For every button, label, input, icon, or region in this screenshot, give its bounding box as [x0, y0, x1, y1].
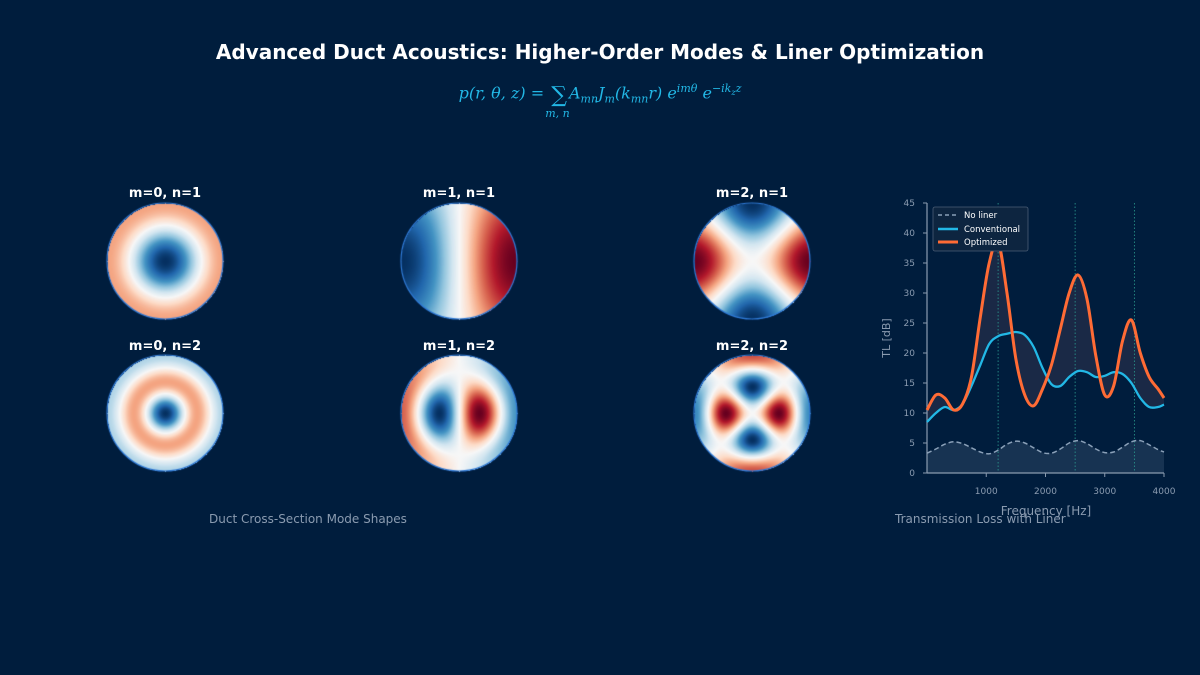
x-axis-label: Frequency [Hz]	[1001, 504, 1092, 518]
series-line-optimized	[925, 239, 1166, 412]
mode-shape-2-2	[692, 353, 812, 473]
y-tick-label-7: 35	[904, 259, 915, 269]
mode-label-1-1: m=1, n=1	[422, 186, 496, 201]
mode-label-1-2: m=1, n=2	[422, 339, 496, 354]
y-axis-label: TL [dB]	[880, 318, 893, 358]
y-tick-label-6: 30	[904, 289, 916, 299]
mode-label-0-2: m=0, n=2	[128, 339, 202, 354]
mode-label-2-2: m=2, n=2	[715, 339, 789, 354]
y-tick-label-3: 15	[904, 379, 915, 389]
mode-shape-1-2	[399, 353, 519, 473]
mode-label-2-1: m=2, n=1	[715, 186, 789, 201]
legend-conventional: Conventional	[964, 225, 1020, 235]
no-liner-area	[927, 440, 1164, 473]
modes-caption: Duct Cross-Section Mode Shapes	[209, 512, 407, 526]
mode-shape-0-1	[105, 201, 225, 321]
y-tick-label-9: 45	[904, 199, 915, 209]
legend-no-liner: No liner	[964, 211, 998, 221]
mode-shape-2-1	[692, 201, 812, 321]
y-tick-label-2: 10	[904, 409, 916, 419]
x-tick-label-3: 4000	[1153, 487, 1176, 497]
mode-shape-1-1	[399, 201, 519, 321]
y-tick-label-1: 5	[909, 439, 915, 449]
y-tick-label-5: 25	[904, 319, 915, 329]
chart-legend: No liner Conventional Optimized	[932, 206, 1029, 252]
x-tick-label-2: 3000	[1093, 487, 1116, 497]
mode-label-0-1: m=0, n=1	[128, 186, 202, 201]
improvement-band	[927, 240, 1164, 422]
y-tick-label-8: 40	[904, 229, 916, 239]
x-tick-label-1: 2000	[1034, 487, 1057, 497]
series-line-no-liner	[926, 439, 1165, 455]
wave-formula: p(r, θ, z) = ∑ m, n AmnJm(kmnr) eimθ e−ikz…	[458, 82, 742, 121]
x-tick-label-0: 1000	[975, 487, 998, 497]
y-tick-label-0: 0	[909, 469, 915, 479]
chart-caption: Transmission Loss with Liner	[895, 512, 1066, 526]
mode-shape-0-2	[105, 353, 225, 473]
y-tick-label-4: 20	[904, 349, 916, 359]
page-title: Advanced Duct Acoustics: Higher-Order Mo…	[215, 40, 985, 64]
legend-optimized: Optimized	[964, 238, 1008, 248]
